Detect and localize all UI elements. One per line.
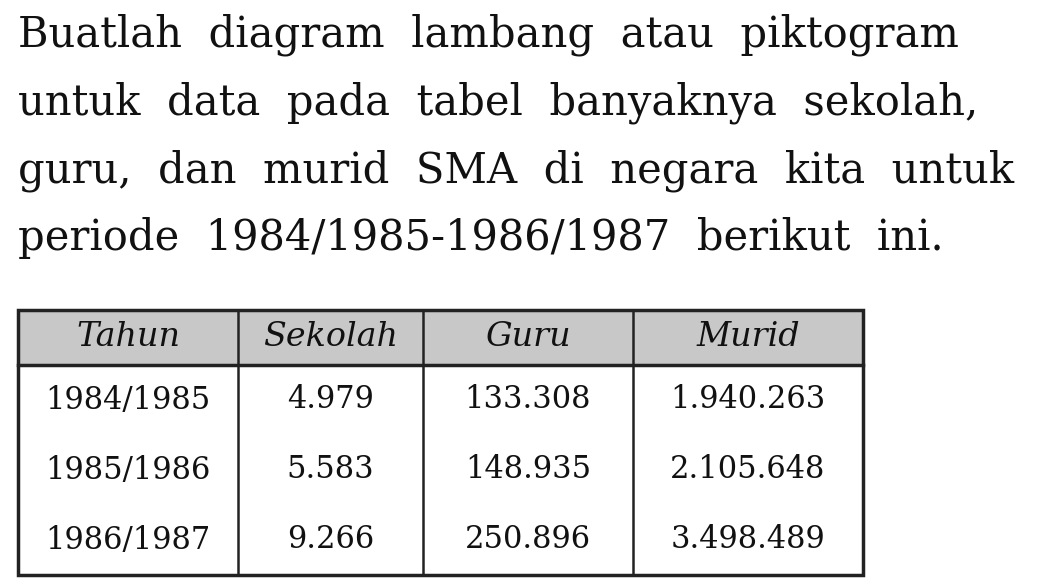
Text: Tahun: Tahun [76,322,180,353]
Text: Buatlah  diagram  lambang  atau  piktogram: Buatlah diagram lambang atau piktogram [18,13,958,55]
Text: 1.940.263: 1.940.263 [670,385,826,416]
Text: 250.896: 250.896 [465,524,591,556]
Text: 2.105.648: 2.105.648 [670,455,826,486]
Text: 4.979: 4.979 [287,385,374,416]
Text: Murid: Murid [696,322,800,353]
Text: 5.583: 5.583 [287,455,375,486]
Bar [18,310,863,575]
Text: 133.308: 133.308 [465,385,591,416]
Bar [18,310,863,365]
Text: Sekolah: Sekolah [263,322,398,353]
Bar [18,365,863,575]
Text: 148.935: 148.935 [465,455,591,486]
Text: 9.266: 9.266 [287,524,374,556]
Text: 3.498.489: 3.498.489 [670,524,826,556]
Text: 1984/1985: 1984/1985 [45,385,211,416]
Text: untuk  data  pada  tabel  banyaknya  sekolah,: untuk data pada tabel banyaknya sekolah, [18,81,978,123]
Text: 1985/1986: 1985/1986 [45,455,211,486]
Text: guru,  dan  murid  SMA  di  negara  kita  untuk: guru, dan murid SMA di negara kita untuk [18,149,1014,192]
Text: periode  1984/1985-1986/1987  berikut  ini.: periode 1984/1985-1986/1987 berikut ini. [18,217,944,259]
Text: Guru: Guru [485,322,571,353]
Text: 1986/1987: 1986/1987 [45,524,211,556]
